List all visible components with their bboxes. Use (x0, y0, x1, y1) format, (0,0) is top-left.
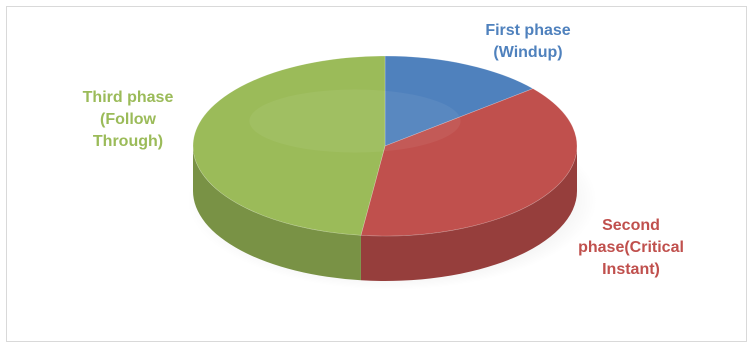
pie-slice-2[interactable] (360, 88, 578, 237)
pie-slice-3[interactable] (192, 55, 386, 236)
pie-highlight (249, 89, 461, 153)
pie-slice-side-2 (360, 146, 577, 281)
pie-slice-1[interactable] (384, 55, 534, 147)
pie-label-1: First phase (Windup) (485, 22, 570, 61)
pie-slice-side-3 (193, 146, 361, 281)
pie-label-2: Second phase(Critical Instant) (578, 217, 684, 278)
pie-label-3: Third phase (Follow Through) (83, 89, 174, 150)
